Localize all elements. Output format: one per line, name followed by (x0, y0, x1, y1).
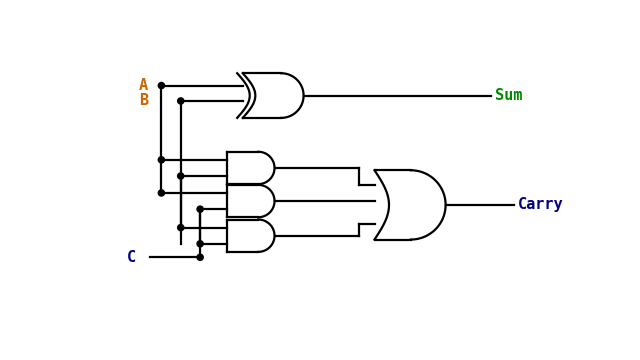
Circle shape (197, 254, 204, 260)
Text: Carry: Carry (518, 197, 563, 212)
Text: B: B (139, 94, 148, 108)
Circle shape (158, 82, 164, 89)
Text: Sum: Sum (495, 88, 522, 103)
Text: C: C (127, 250, 136, 265)
Circle shape (158, 157, 164, 163)
Circle shape (178, 173, 184, 179)
Text: A: A (139, 78, 148, 93)
Circle shape (158, 190, 164, 196)
Circle shape (178, 225, 184, 231)
Circle shape (197, 241, 204, 247)
Circle shape (197, 206, 204, 212)
Circle shape (178, 98, 184, 104)
